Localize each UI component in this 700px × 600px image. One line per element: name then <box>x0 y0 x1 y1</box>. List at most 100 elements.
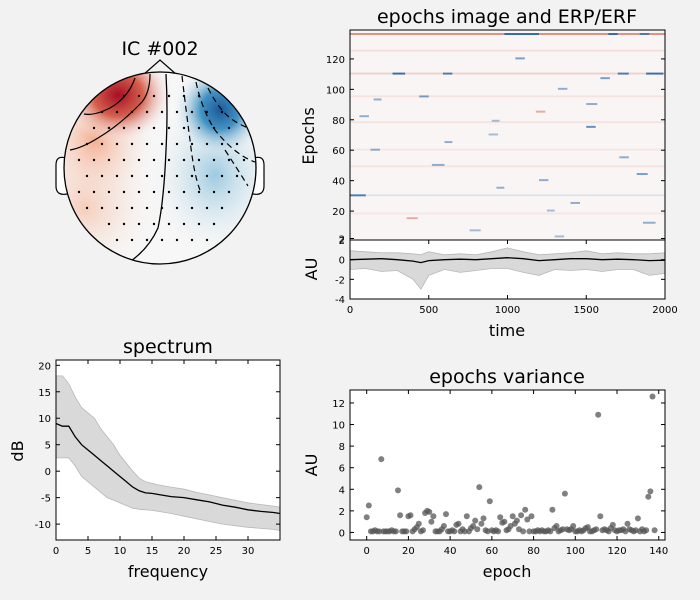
topomap-field <box>64 72 256 264</box>
sensor-dot <box>197 94 201 98</box>
variance-frame <box>349 389 666 541</box>
variance-xtick-label: 80 <box>527 546 540 557</box>
variance-point <box>647 488 654 495</box>
variance-ytick-label: 4 <box>339 485 345 496</box>
sensor-dot <box>197 158 201 162</box>
sensor-dot <box>175 206 179 210</box>
epoch-blip <box>586 103 598 106</box>
sensor-dot <box>115 110 119 114</box>
sensor-dot <box>145 110 149 114</box>
sensor-dot <box>85 206 89 210</box>
sensor-dot <box>137 222 141 226</box>
epochs-image-yticks: 2 20 40 60 80 100 120 <box>326 55 665 245</box>
variance-plot: 0 20 40 60 80 100 120 140 0 2 4 6 8 10 12 <box>332 389 668 557</box>
spectrum-frame <box>55 359 281 541</box>
variance-point <box>415 520 422 527</box>
sensor-dot <box>220 142 224 146</box>
sensor-dot <box>122 158 126 162</box>
variance-point <box>463 513 470 520</box>
variance-point <box>495 528 502 535</box>
sensor-dot <box>122 94 126 98</box>
epochs-image-background <box>350 30 665 240</box>
epoch-row-band <box>350 148 665 151</box>
variance-point <box>522 506 529 513</box>
erp-xlabel: time <box>489 321 525 340</box>
sensor-dot <box>190 174 194 178</box>
spectrum-xtick-label: 10 <box>114 546 127 557</box>
epoch-blip <box>359 115 369 118</box>
sensor-dot <box>145 238 149 242</box>
variance-point <box>363 514 370 521</box>
sensor-dot <box>205 142 209 146</box>
sensor-dot <box>197 222 201 226</box>
erp-xtick-label: 1000 <box>495 305 520 316</box>
variance-ytick-label: 6 <box>339 464 345 475</box>
variance-xtick-label: 40 <box>444 546 457 557</box>
epoch-row-band <box>350 95 665 98</box>
sensor-dot <box>77 190 81 194</box>
variance-point <box>570 523 577 529</box>
variance-xtick-label: 60 <box>485 546 498 557</box>
variance-background <box>350 390 665 540</box>
epoch-blip <box>619 156 629 159</box>
head-nose <box>142 59 178 76</box>
spectrum-ytick-label: -5 <box>41 494 51 505</box>
variance-point <box>549 506 556 513</box>
epoch-blip <box>639 33 650 36</box>
variance-point <box>651 527 658 534</box>
variance-ytick-label: 10 <box>332 421 345 432</box>
variance-point <box>420 527 426 534</box>
epochs-image-ytick-label: 120 <box>326 55 345 66</box>
sensor-dot <box>182 222 186 226</box>
sensor-dot <box>130 174 134 178</box>
sensor-dot <box>152 190 156 194</box>
variance-point <box>593 526 600 533</box>
sensor-dot <box>85 174 89 178</box>
spectrum-ytick-label: -10 <box>35 520 51 531</box>
sensor-dot <box>182 126 186 130</box>
epoch-blip <box>642 221 656 224</box>
sensor-dot <box>107 190 111 194</box>
spectrum-ytick-label: 10 <box>38 414 51 425</box>
epoch-blip <box>431 163 445 166</box>
sensor-dot <box>92 126 96 130</box>
sensor-dot <box>130 238 134 242</box>
variance-point <box>513 517 520 524</box>
variance-point <box>478 520 485 527</box>
topomap-sensors <box>77 94 246 242</box>
variance-point <box>472 517 479 524</box>
variance-point <box>553 523 560 529</box>
sensor-dot <box>220 110 224 114</box>
spectrum-plot: 0 5 10 15 20 25 30 -10 -5 0 5 10 15 20 <box>35 359 281 557</box>
sensor-dot <box>175 238 179 242</box>
sensor-dot <box>197 190 201 194</box>
variance-point <box>528 513 535 520</box>
sensor-dot <box>77 158 81 162</box>
variance-point <box>524 516 531 523</box>
spectrum-xtick-label: 25 <box>210 546 223 557</box>
epoch-blip <box>570 201 580 204</box>
erp-ytick-label: -4 <box>335 295 345 306</box>
variance-point <box>403 528 410 535</box>
epoch-blip <box>600 77 610 80</box>
sensor-dot <box>160 110 164 114</box>
epoch-row-band <box>350 165 665 168</box>
sensor-dot <box>167 126 171 130</box>
sensor-dot <box>122 222 126 226</box>
sensor-dot <box>167 94 171 98</box>
sensor-dot <box>107 222 111 226</box>
variance-point <box>649 393 656 400</box>
erp-xtick-label: 1500 <box>574 305 599 316</box>
epochs-image-ytick-label: 20 <box>332 207 345 218</box>
sensor-dot <box>152 126 156 130</box>
variance-point <box>518 512 525 519</box>
spectrum-title: spectrum <box>123 336 213 358</box>
sensor-dot <box>190 142 194 146</box>
sensor-dot <box>242 158 246 162</box>
epoch-row-band <box>350 121 665 124</box>
sensor-dot <box>115 206 119 210</box>
sensor-dot <box>190 206 194 210</box>
sensor-dot <box>205 174 209 178</box>
epochs-image-panel: epochs image and ERP/ERF Epochs 2 20 40 60 8… <box>299 6 666 245</box>
